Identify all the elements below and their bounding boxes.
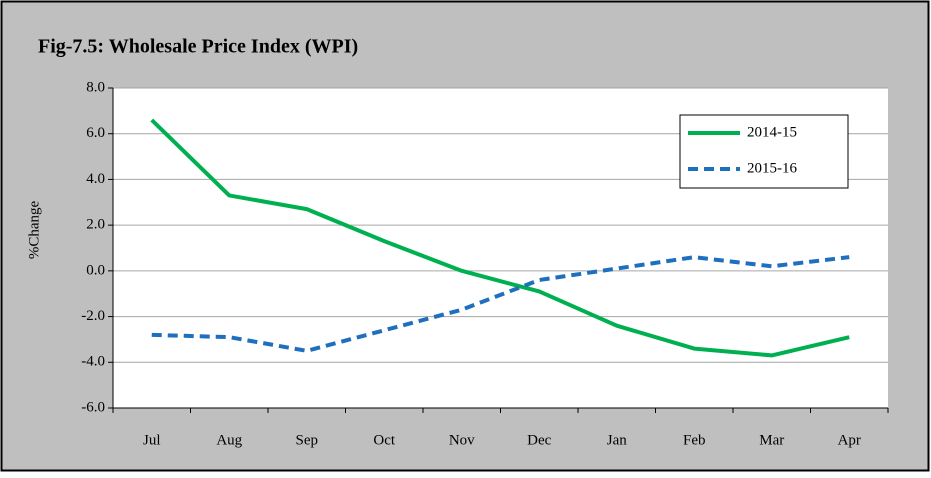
y-axis-label: %Change <box>26 201 42 260</box>
series-line <box>150 118 850 358</box>
y-tick-label: -4.0 <box>81 354 105 370</box>
x-tick-label: Jul <box>143 432 161 448</box>
series-line <box>151 255 850 353</box>
x-tick-label: Feb <box>683 432 706 448</box>
y-tick-label: -2.0 <box>81 308 105 324</box>
chart-title: Fig-7.5: Wholesale Price Index (WPI) <box>38 36 358 58</box>
y-tick-label: 4.0 <box>86 171 105 187</box>
y-tick-label: 6.0 <box>86 125 105 141</box>
y-tick-label: 0.0 <box>86 262 105 278</box>
x-tick-label: Apr <box>838 432 861 448</box>
x-tick-label: Jan <box>607 432 627 448</box>
x-tick-label: Nov <box>449 432 475 448</box>
x-tick-label: Mar <box>759 432 784 448</box>
x-tick-label: Oct <box>373 432 395 448</box>
x-tick-label: Aug <box>216 432 242 448</box>
x-tick-label: Dec <box>527 432 551 448</box>
y-tick-label: -6.0 <box>81 399 105 415</box>
y-tick-label: 2.0 <box>86 217 105 233</box>
legend-box <box>679 114 849 189</box>
legend-label: 2015-16 <box>747 160 797 176</box>
y-tick-label: 8.0 <box>86 79 105 95</box>
legend-label: 2014-15 <box>747 124 797 140</box>
x-tick-label: Sep <box>296 432 319 448</box>
